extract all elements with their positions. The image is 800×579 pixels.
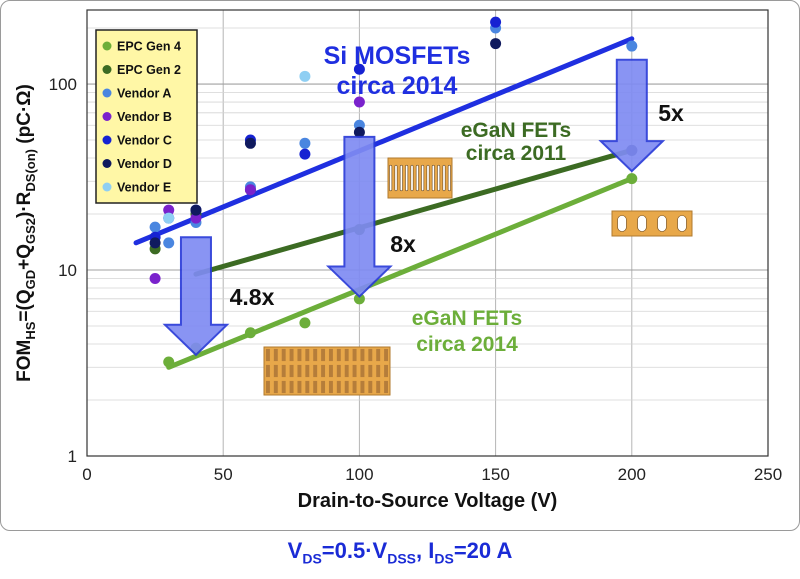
y-tick-label: 100 xyxy=(49,75,77,94)
legend-marker xyxy=(102,182,112,192)
trend-line xyxy=(166,176,635,370)
die-image xyxy=(611,210,693,237)
trend-line xyxy=(193,147,635,277)
axis-ticks: 0 50 100 150 200 250 1 10 100 xyxy=(49,75,783,484)
data-point xyxy=(244,184,256,196)
legend-marker xyxy=(102,88,112,98)
data-point xyxy=(626,173,638,185)
legend-box xyxy=(95,29,198,204)
data-point xyxy=(626,40,638,52)
x-tick-label: 0 xyxy=(82,465,91,484)
data-point xyxy=(163,356,175,368)
trend-label: circa 2014 xyxy=(337,72,458,100)
legend-marker xyxy=(102,159,112,168)
data-point xyxy=(299,137,311,149)
trend-line xyxy=(133,36,635,246)
data-point xyxy=(353,293,365,305)
x-tick-label: 150 xyxy=(481,465,509,484)
data-point xyxy=(163,237,175,249)
legend-entry: EPC Gen 2 xyxy=(117,63,181,77)
trend-label: eGaN FETs xyxy=(412,307,522,330)
trend-label: circa 2014 xyxy=(416,333,518,356)
legend-entry: EPC Gen 4 xyxy=(117,40,181,54)
data-point xyxy=(353,63,365,75)
x-tick-label: 250 xyxy=(754,465,782,484)
data-point xyxy=(149,237,161,249)
reduction-arrows: 4.8x 8x 5x xyxy=(162,58,684,357)
data-point xyxy=(190,204,202,216)
die-images xyxy=(263,157,693,396)
arrow-label: 8x xyxy=(390,231,416,257)
x-tick-label: 50 xyxy=(214,465,233,484)
x-tick-label: 200 xyxy=(618,465,646,484)
data-point xyxy=(299,148,311,160)
data-point xyxy=(244,137,256,149)
legend-entry: Vendor B xyxy=(117,110,172,124)
data-point xyxy=(353,96,365,108)
footer-conditions: VDS=0.5·VDSS, IDS=20 A xyxy=(287,538,513,567)
legend-marker xyxy=(102,112,112,121)
legend-marker xyxy=(102,41,112,51)
legend: EPC Gen 4 EPC Gen 2 Vendor A Vendor B Vendor… xyxy=(95,29,198,204)
x-axis-label: Drain-to-Source Voltage (V) xyxy=(298,490,558,512)
die-image xyxy=(263,346,391,396)
trend-label: circa 2011 xyxy=(466,142,567,165)
data-point xyxy=(163,212,175,224)
data-point xyxy=(163,204,175,216)
reduction-arrow xyxy=(598,58,666,173)
data-point xyxy=(244,327,256,339)
legend-entry: Vendor D xyxy=(117,157,172,171)
trend-label: Si MOSFETs xyxy=(324,42,471,70)
fom-chart: 0 50 100 150 200 250 1 10 100 4.8x 8x 5x Si MOSFET… xyxy=(14,9,783,512)
legend-marker xyxy=(102,65,112,74)
data-point xyxy=(149,273,161,285)
data-point xyxy=(190,212,202,224)
data-point xyxy=(299,70,311,82)
data-point xyxy=(490,16,502,28)
arrow-label: 4.8x xyxy=(230,284,275,310)
y-axis-label: FOMHS=(QGD+QGS2)·RDS(on) (pC·Ω) xyxy=(14,84,38,382)
reduction-arrow xyxy=(325,135,393,298)
data-point xyxy=(490,38,502,50)
legend-entry: Vendor A xyxy=(117,87,171,101)
trend-label: eGaN FETs xyxy=(461,119,571,142)
legend-entry: Vendor C xyxy=(117,134,172,148)
legend-marker xyxy=(102,135,112,145)
y-tick-label: 10 xyxy=(58,261,77,280)
legend-entry: Vendor E xyxy=(117,181,171,195)
arrow-label: 5x xyxy=(658,100,684,126)
reduction-arrow xyxy=(162,236,230,357)
die-image xyxy=(387,157,453,199)
data-point xyxy=(353,126,365,138)
y-tick-label: 1 xyxy=(68,447,77,466)
data-point xyxy=(299,317,311,329)
data-point xyxy=(149,221,161,233)
x-tick-label: 100 xyxy=(345,465,373,484)
plot-area-border xyxy=(86,9,769,457)
